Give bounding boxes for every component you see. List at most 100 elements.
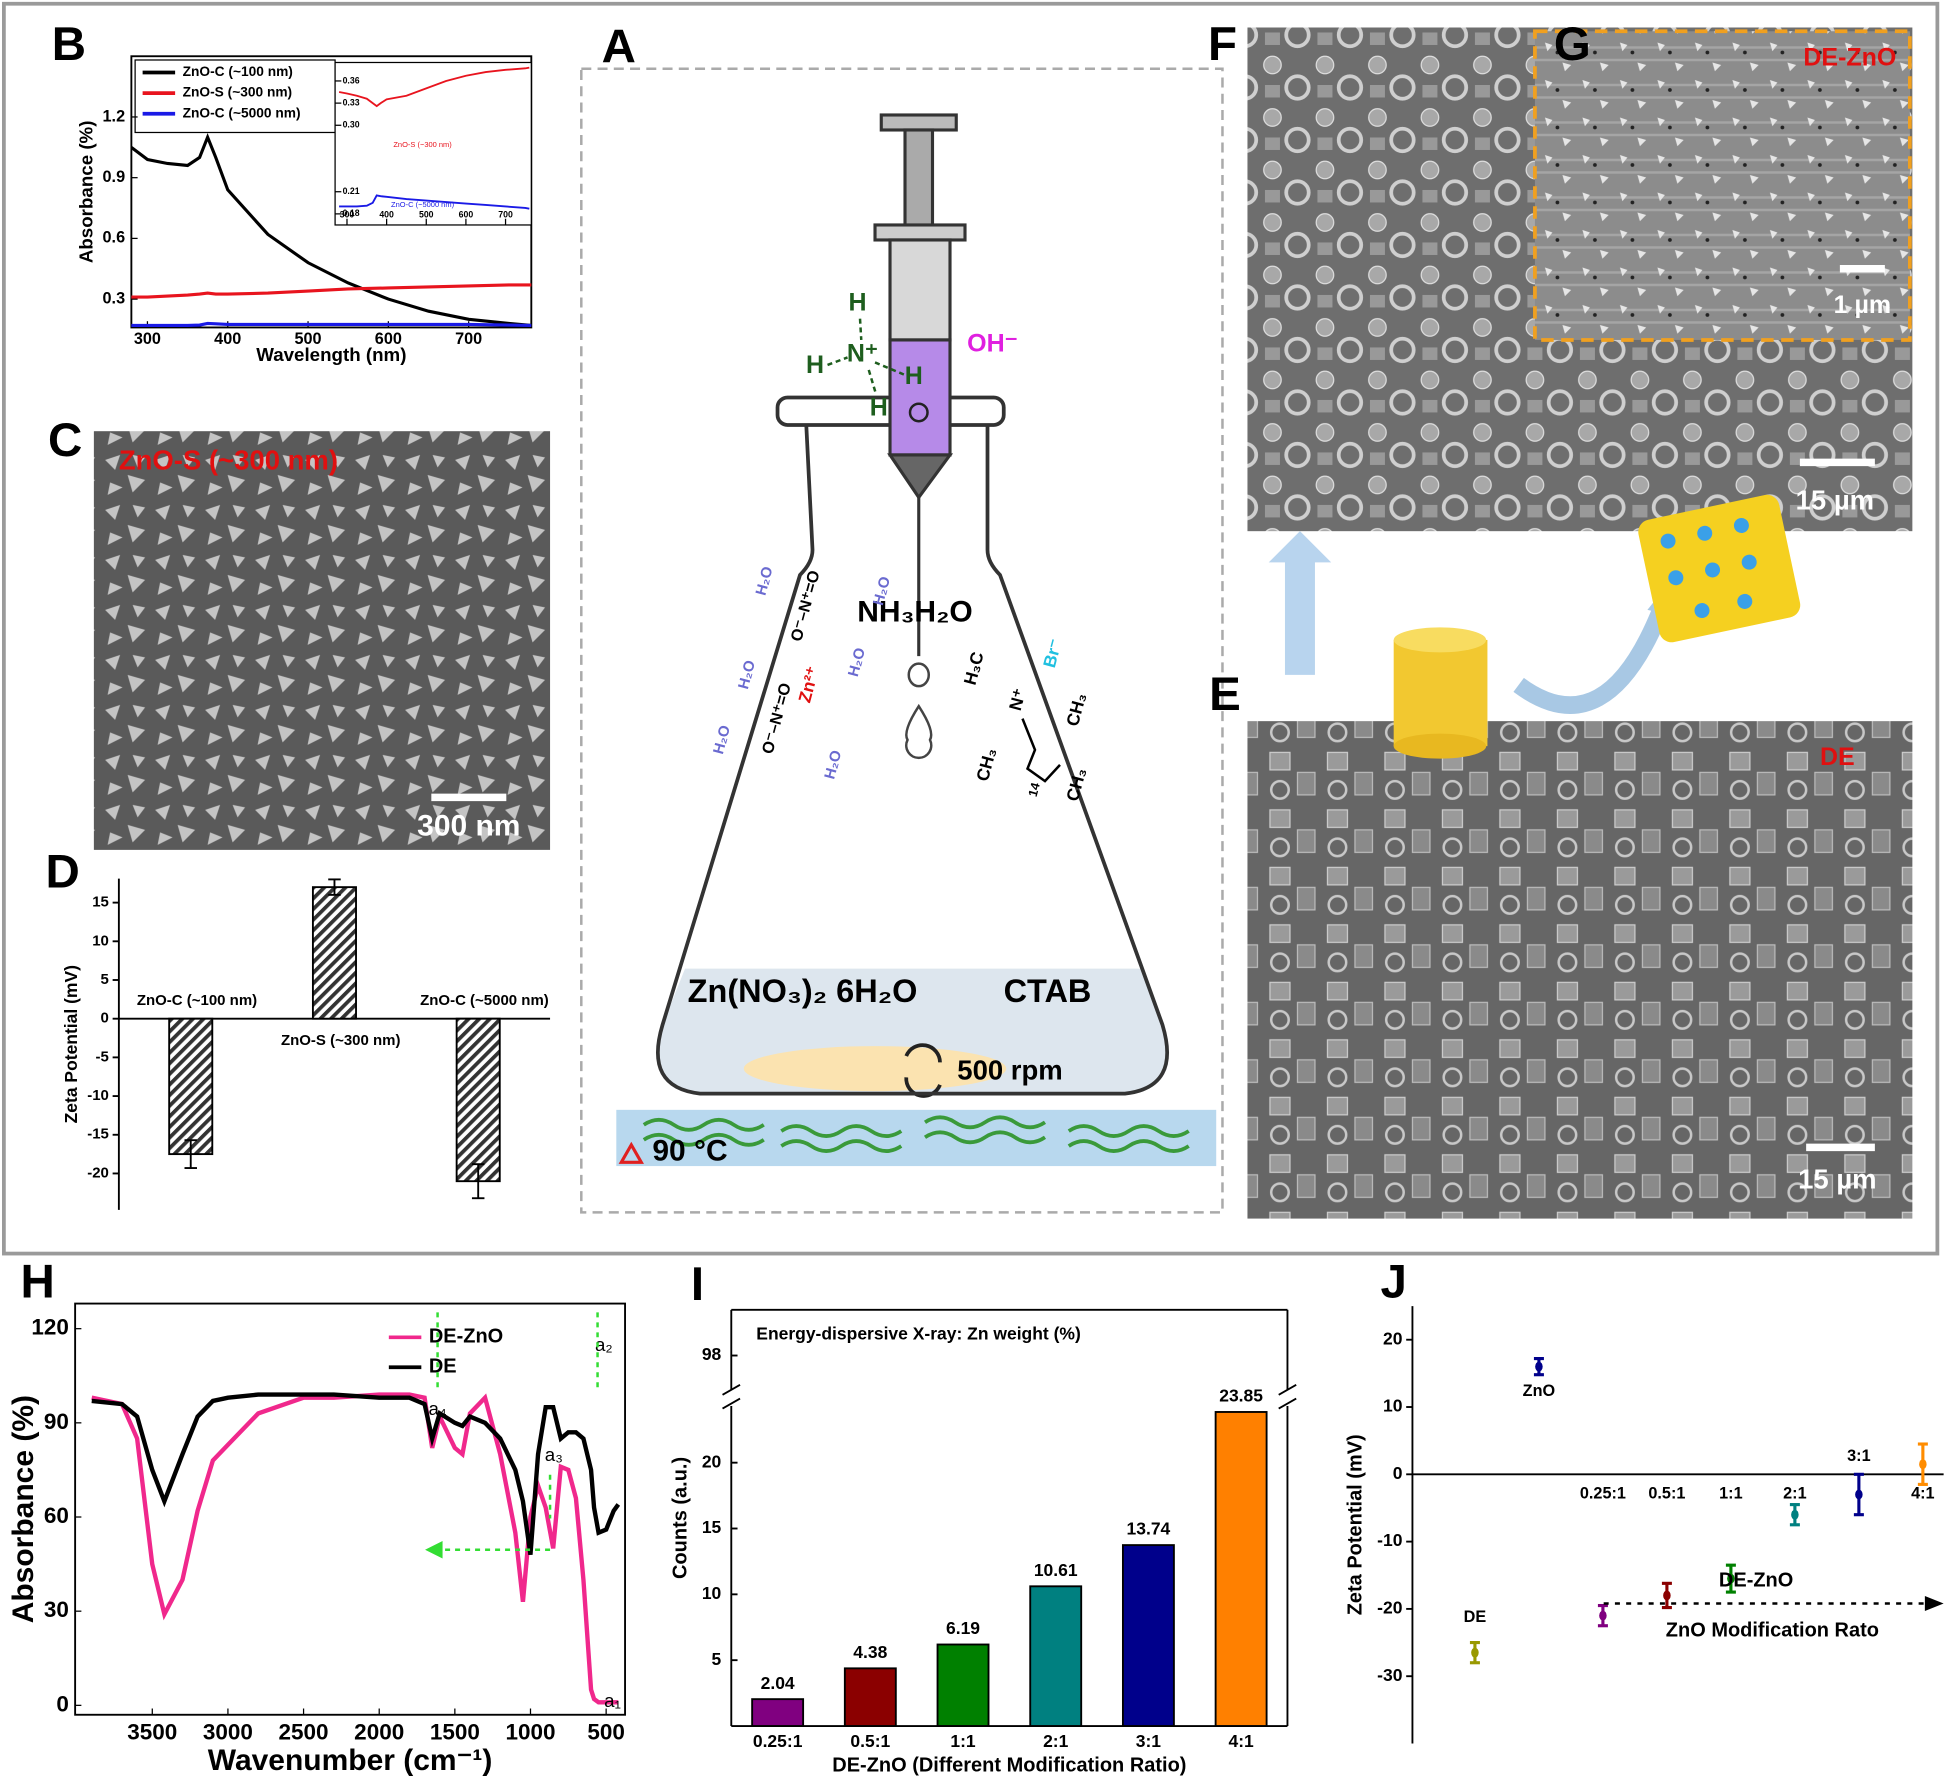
x-tick-label: 400 (379, 209, 394, 219)
axis-break (722, 1397, 741, 1410)
x-tick-label: 1000 (505, 1719, 555, 1744)
panel-label: I (691, 1258, 704, 1311)
category-label: 2:1 (1783, 1485, 1806, 1503)
drop (905, 703, 933, 760)
coated-diatom (1638, 494, 1801, 643)
plot-frame (74, 1302, 626, 1716)
x-axis-label: Wavenumber (cm⁻¹) (208, 1744, 493, 1777)
y-tick-label: 30 (44, 1597, 69, 1622)
y-tick-label: 60 (44, 1503, 69, 1528)
y-tick-label: -30 (1377, 1665, 1402, 1685)
point (1727, 1573, 1735, 1584)
syringe (873, 113, 967, 657)
category-label: ZnO-S (~300 nm) (281, 1032, 400, 1049)
y-axis-label: Absorbance (%) (76, 121, 97, 264)
scheme-text: H (905, 362, 923, 390)
annotation: a₂ (595, 1334, 613, 1355)
scheme-text: CH₃ (972, 746, 1000, 783)
value-label: 4.38 (853, 1642, 887, 1662)
y-axis-label: Zeta Potential (mV) (1344, 1434, 1366, 1615)
legend-label: DE-ZnO (429, 1326, 503, 1348)
y-tick-label: 0.30 (343, 120, 360, 130)
annotation: DE-ZnO (1719, 1569, 1793, 1591)
y-tick-label: -20 (87, 1164, 109, 1181)
scheme-text: Zn(NO₃)₂ 6H₂O (688, 973, 918, 1009)
scheme-text: Zn²⁺ (794, 664, 823, 704)
panel-label: B (52, 18, 86, 71)
y-tick-label: 0.36 (343, 75, 360, 85)
series-line (338, 66, 530, 108)
scheme-text: OH⁻ (967, 330, 1018, 358)
heat-symbol (618, 1141, 644, 1164)
y-tick-label: 20 (1383, 1328, 1402, 1348)
panel-border (2, 1, 1940, 1256)
x-tick-label: 500 (295, 330, 322, 348)
bar (751, 1698, 805, 1727)
sem-image-e (1247, 721, 1913, 1219)
plot-frame (334, 61, 532, 226)
scheme-text: N⁺ (847, 340, 878, 368)
scheme-text: N⁺ (1005, 686, 1030, 712)
y-axis-label: Zeta Potential (mV) (61, 965, 81, 1123)
category-label: ZnO-C (~5000 nm) (420, 992, 549, 1009)
sem-image-g (1533, 29, 1912, 342)
series-line (91, 1392, 621, 1555)
x-tick-label: 1500 (430, 1719, 480, 1744)
scale-label: 1 µm (1834, 291, 1891, 319)
point (1663, 1590, 1671, 1601)
scheme-text: H (806, 351, 824, 379)
y-tick-label: 120 (31, 1315, 69, 1340)
sem-image-c (93, 431, 551, 850)
y-axis-label: Counts (a.u.) (670, 1457, 692, 1579)
image-caption: DE (1820, 743, 1855, 771)
y-axis-label: Absorbance (%) (7, 1395, 40, 1623)
scheme-text: 90 °C (652, 1134, 727, 1167)
scheme-text: H (848, 288, 866, 316)
x-axis-label: DE-ZnO (Different Modification Ratio) (832, 1754, 1186, 1776)
y-tick-label: 15 (92, 894, 109, 911)
axis-break (1278, 1383, 1297, 1396)
y-tick-label: -10 (1377, 1530, 1402, 1550)
panel-label: C (48, 414, 82, 467)
series-label: ZnO-S (~300 nm) (393, 140, 452, 149)
value-label: 23.85 (1219, 1386, 1263, 1406)
y-tick-label: 10 (1383, 1396, 1402, 1416)
scheme-text: CH₃ (1062, 766, 1090, 803)
category-label: 1:1 (1719, 1485, 1742, 1503)
heat-waves (642, 1115, 1190, 1153)
bar (168, 1017, 214, 1156)
bar (936, 1643, 990, 1727)
point (1855, 1489, 1863, 1500)
category-label: 0.5:1 (1648, 1485, 1685, 1503)
y-tick-label: -20 (1377, 1598, 1402, 1618)
annotation: a₄ (429, 1398, 447, 1419)
y-tick-label: -10 (87, 1087, 109, 1104)
x-tick-label: 600 (459, 209, 474, 219)
point (1599, 1610, 1607, 1621)
axis-break (1278, 1397, 1297, 1410)
x-tick-label: 0.5:1 (850, 1731, 890, 1751)
x-tick-label: 700 (498, 209, 513, 219)
series-line (130, 133, 532, 328)
x-tick-label: 400 (214, 330, 241, 348)
scheme-text: NH₃H₂O (857, 596, 972, 629)
bonds (827, 318, 906, 396)
x-tick-label: 3000 (203, 1719, 253, 1744)
panel-label: J (1380, 1255, 1406, 1308)
value-label: 2.04 (761, 1673, 795, 1693)
y-tick-label: 0 (56, 1691, 69, 1716)
y-tick-label: 0.6 (103, 229, 126, 247)
series-line (131, 321, 532, 328)
scheme-text: H (870, 393, 888, 421)
x-tick-label: 0.25:1 (753, 1731, 803, 1751)
trend-arrow-head (1924, 1596, 1944, 1612)
molecule (908, 402, 929, 423)
y-tick-label: 10 (702, 1583, 721, 1603)
value-label: 13.74 (1127, 1519, 1171, 1539)
x-tick-label: 2:1 (1043, 1731, 1069, 1751)
bar (1214, 1411, 1268, 1727)
category-label: ZnO (1523, 1382, 1555, 1400)
y-tick-label: -5 (96, 1048, 109, 1065)
flask (656, 424, 1169, 1096)
point (1791, 1509, 1799, 1520)
